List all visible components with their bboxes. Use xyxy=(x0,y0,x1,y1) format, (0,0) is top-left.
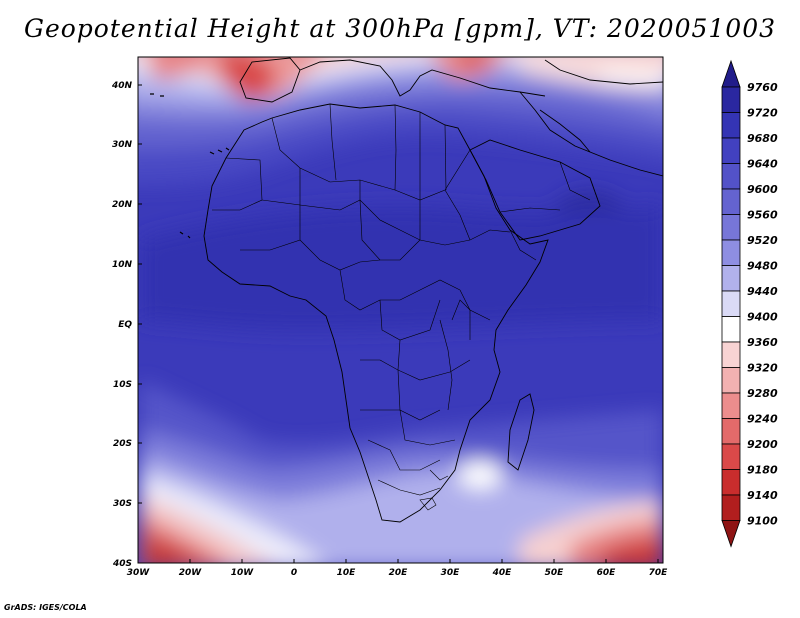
arabia-coastline xyxy=(469,139,601,241)
lat-tick-label: 10S xyxy=(113,380,132,390)
colorbar-swatch xyxy=(721,418,741,445)
lon-tick-label: 30E xyxy=(441,568,461,578)
lat-tick-label: 40S xyxy=(112,559,132,569)
lon-tick-label: 60E xyxy=(597,568,617,578)
madagascar-coastline xyxy=(507,393,535,471)
colorbar-swatch xyxy=(721,469,741,496)
colorbar-swatch xyxy=(721,443,741,470)
colorbar-swatch xyxy=(721,86,741,113)
asia-coastline xyxy=(544,59,663,85)
lon-tick-label: 40E xyxy=(492,568,513,578)
lon-tick-label: 50E xyxy=(545,568,565,578)
iberia-coastline xyxy=(239,57,301,103)
map-title: Geopotential Height at 300hPa [gpm], VT:… xyxy=(23,14,777,43)
persian-coastline xyxy=(519,91,663,177)
colorbar-label: 9240 xyxy=(747,413,778,426)
colorbar-swatch xyxy=(721,367,741,394)
colorbar: 9760 9720 9680 9640 9600 9560 9520 9480 9440 9400… xyxy=(721,59,778,548)
colorbar-label: 9100 xyxy=(747,515,778,528)
gulf-coastline xyxy=(539,109,591,153)
colorbar-swatch xyxy=(721,494,741,521)
colorbar-swatch xyxy=(721,112,741,139)
colorbar-label: 9680 xyxy=(747,132,778,145)
colorbar-swatch xyxy=(721,137,741,164)
lon-tick-label: 20E xyxy=(389,568,409,578)
colorbar-swatch xyxy=(721,290,741,317)
country-borders xyxy=(212,103,591,511)
coastline-and-borders xyxy=(150,57,663,523)
colorbar-label: 9520 xyxy=(747,234,778,247)
lat-tick-label: EQ xyxy=(118,320,132,330)
lat-tick-label: 40N xyxy=(111,81,133,91)
height-field xyxy=(138,57,663,563)
colorbar-label: 9360 xyxy=(747,336,778,349)
colorbar-label: 9280 xyxy=(747,387,778,400)
colorbar-label: 9720 xyxy=(747,107,778,120)
colorbar-swatch xyxy=(721,392,741,419)
colorbar-swatch xyxy=(721,214,741,241)
colorbar-swatch xyxy=(721,188,741,215)
colorbar-label: 9480 xyxy=(747,260,778,273)
lon-tick-label: 10W xyxy=(231,568,255,578)
axis-ticks: 30W 20W 10W 0 10E 20E 30E 40E 50E 60E 70E 40N 30N 20N… xyxy=(111,81,668,578)
colorbar-label: 9640 xyxy=(747,158,778,171)
europe-coastline xyxy=(299,59,546,97)
colorbar-swatch xyxy=(721,265,741,292)
lat-tick-label: 10N xyxy=(112,260,133,270)
colorbar-label: 9140 xyxy=(747,489,778,502)
colorbar-swatch xyxy=(721,163,741,190)
colorbar-label: 9600 xyxy=(747,183,778,196)
colorbar-top-arrow xyxy=(721,59,741,88)
map-frame xyxy=(137,56,664,564)
colorbar-label: 9400 xyxy=(747,311,778,324)
colorbar-label: 9180 xyxy=(747,464,778,477)
grads-credit: GrADS: IGES/COLA xyxy=(4,603,87,612)
colorbar-swatch xyxy=(721,239,741,266)
colorbar-label: 9760 xyxy=(747,81,778,94)
lon-tick-label: 70E xyxy=(649,568,669,578)
lon-tick-label: 20W xyxy=(179,568,203,578)
colorbar-swatch xyxy=(721,341,741,368)
colorbar-label: 9200 xyxy=(747,438,778,451)
colorbar-label: 9320 xyxy=(747,362,778,375)
lat-tick-label: 20N xyxy=(112,200,133,210)
colorbar-bottom-arrow xyxy=(721,520,741,548)
lon-tick-label: 10E xyxy=(337,568,357,578)
colorbar-swatch xyxy=(721,316,741,343)
lon-tick-label: 0 xyxy=(291,568,297,578)
lon-tick-label: 30W xyxy=(127,568,151,578)
colorbar-label: 9440 xyxy=(747,285,778,298)
colorbar-label: 9560 xyxy=(747,209,778,222)
lat-tick-label: 30S xyxy=(113,499,132,509)
lat-tick-label: 20S xyxy=(113,439,132,449)
lat-tick-label: 30N xyxy=(112,140,133,150)
